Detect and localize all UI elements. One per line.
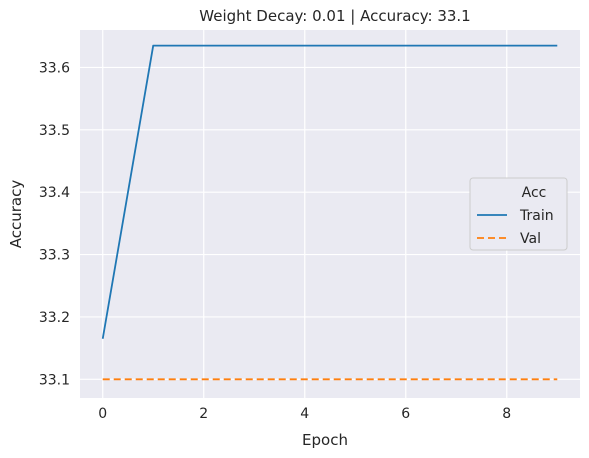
y-tick-labels: 33.1 33.2 33.3 33.4 33.5 33.6 (39, 60, 70, 388)
legend: Acc Train Val (469, 177, 568, 251)
y-axis-label: Accuracy (7, 180, 25, 249)
x-tick-label: 2 (199, 406, 208, 422)
chart-title: Weight Decay: 0.01 | Accuracy: 33.1 (199, 7, 470, 25)
y-tick-label: 33.4 (39, 185, 70, 201)
legend-label-val: Val (520, 231, 541, 247)
series-layer (101, 44, 558, 381)
x-tick-labels: 0 2 4 6 8 (98, 406, 511, 422)
y-tick-label: 33.6 (39, 60, 70, 76)
x-tick-label: 6 (401, 406, 410, 422)
x-tick-label: 4 (300, 406, 309, 422)
y-tick-label: 33.5 (39, 123, 70, 139)
legend-label-train: Train (519, 208, 554, 224)
x-tick-label: 8 (502, 406, 511, 422)
y-tick-label: 33.1 (39, 372, 70, 388)
y-tick-label: 33.2 (39, 310, 70, 326)
series-line-train (101, 44, 558, 339)
x-tick-label: 0 (98, 406, 107, 422)
legend-title: Acc (522, 185, 547, 201)
y-tick-label: 33.3 (39, 248, 70, 264)
y-grid (80, 66, 580, 380)
x-axis-label: Epoch (302, 431, 348, 449)
legend-box (469, 177, 568, 251)
